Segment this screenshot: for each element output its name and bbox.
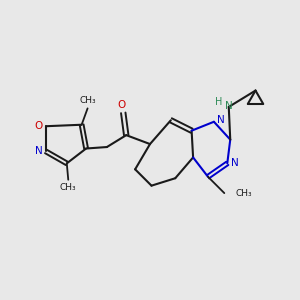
Text: N: N (225, 101, 232, 111)
Text: CH₃: CH₃ (60, 183, 76, 192)
Text: O: O (118, 100, 126, 110)
Text: CH₃: CH₃ (236, 189, 252, 198)
Text: O: O (34, 121, 43, 131)
Text: N: N (35, 146, 42, 157)
Text: N: N (218, 115, 225, 125)
Text: H: H (215, 97, 222, 107)
Text: CH₃: CH₃ (80, 97, 97, 106)
Text: N: N (231, 158, 239, 168)
